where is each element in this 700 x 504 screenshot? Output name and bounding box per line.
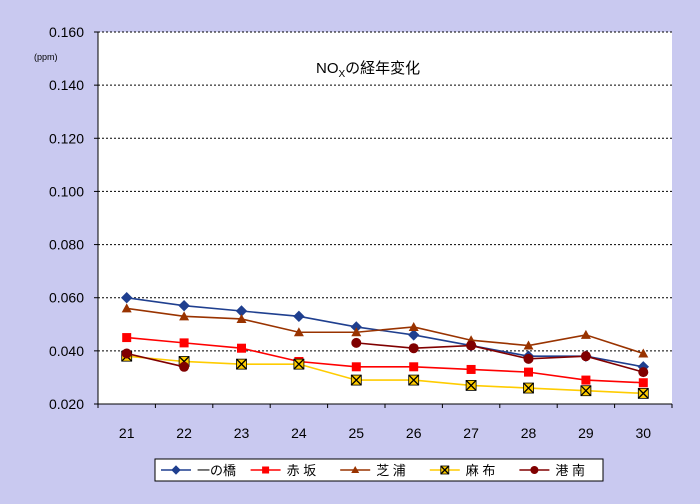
y-tick-label: 0.080: [49, 237, 84, 253]
square-marker: [122, 333, 132, 343]
triangle-marker: [293, 327, 304, 337]
circle-marker: [121, 348, 132, 359]
x-marker: [465, 379, 477, 391]
diamond-marker: [120, 292, 133, 304]
x-marker: [408, 374, 420, 386]
circle-marker: [408, 343, 419, 354]
x-marker-cross: [440, 465, 450, 475]
y-tick-label: 0.060: [49, 290, 84, 306]
square-marker: [524, 367, 533, 377]
legend-label: 港 南: [555, 463, 585, 478]
y-tick-label: 0.160: [49, 24, 84, 40]
series-line: [126, 296, 644, 368]
triangle-marker: [638, 348, 649, 358]
circle-marker: [523, 353, 534, 364]
x-marker: [523, 382, 534, 394]
circle-marker: [638, 367, 649, 378]
x-marker-cross: [350, 374, 362, 386]
x-marker-cross: [408, 374, 420, 386]
diamond-marker: [407, 329, 420, 341]
square-marker: [638, 378, 648, 388]
series: [122, 333, 648, 388]
y-tick-label: 0.040: [49, 343, 84, 359]
series: [121, 350, 649, 399]
x-tick-labels: 21 22 23 24 25 26 27 28 29 30: [97, 404, 673, 441]
x-tick-label: 25: [349, 425, 365, 441]
legend-label: 一の橋: [197, 463, 236, 478]
diamond-marker: [171, 465, 181, 475]
y-tick-labels: 0.020 0.040 0.060 0.080 0.100 0.120 0.140 0.160: [49, 24, 84, 412]
x-tick-label: 28: [521, 425, 537, 441]
x-tick-label: 27: [463, 425, 479, 441]
square-marker: [581, 375, 591, 385]
x-marker: [350, 374, 362, 386]
x-tick-label: 29: [578, 425, 594, 441]
triangle-marker: [580, 329, 591, 339]
legend-box: [154, 458, 604, 482]
x-marker: [637, 387, 649, 399]
legend-label: 芝 浦: [376, 463, 406, 478]
x-marker-cross: [236, 358, 247, 370]
square-marker: [351, 362, 361, 372]
triangle-marker: [351, 327, 362, 337]
x-tick-label: 24: [291, 425, 307, 441]
x-marker: [236, 358, 247, 370]
circle-marker: [466, 340, 477, 351]
x-tick-label: 23: [234, 425, 250, 441]
square-marker: [179, 338, 189, 348]
triangle-marker: [121, 303, 132, 313]
series-line: [126, 352, 185, 368]
chart-title-main: NO: [316, 60, 339, 77]
y-tick-label: 0.020: [49, 396, 84, 412]
legend-label: 赤 坂: [287, 463, 317, 478]
x-marker: [580, 385, 592, 397]
series-line: [126, 355, 644, 395]
triangle-marker: [408, 321, 419, 331]
square-marker: [466, 364, 476, 374]
diamond-marker: [293, 310, 305, 323]
diamond-marker: [178, 299, 190, 312]
circle-marker: [580, 351, 591, 362]
series: [120, 292, 650, 373]
series-line: [126, 307, 644, 355]
triangle-marker: [523, 340, 534, 350]
x-marker: [293, 358, 305, 370]
x-tick-label: 21: [119, 425, 135, 441]
series: [121, 337, 649, 378]
triangle-marker: [236, 313, 247, 323]
square-marker: [409, 362, 419, 372]
chart-title: NOXの経年変化: [316, 60, 420, 80]
x-marker: [440, 465, 450, 475]
x-marker-cross: [465, 379, 477, 391]
triangle-marker: [179, 311, 190, 321]
triangle-marker: [351, 466, 360, 473]
square-marker: [237, 343, 246, 353]
legend: 一の橋 赤 坂 芝 浦 麻 布 港 南: [161, 463, 585, 478]
x-marker-cross: [523, 382, 534, 394]
series-line: [126, 336, 644, 384]
legend-label: 麻 布: [466, 463, 496, 478]
circle-marker: [530, 466, 539, 474]
y-tick-label: 0.140: [49, 77, 84, 93]
series-line: [356, 342, 644, 373]
square-marker: [262, 466, 270, 474]
x-marker-cross: [637, 387, 649, 399]
x-marker-cross: [580, 385, 592, 397]
x-marker-cross: [293, 358, 305, 370]
y-tick-label: 0.100: [49, 183, 84, 199]
series-group: [120, 292, 650, 399]
unit-label: (ppm): [34, 52, 58, 62]
x-tick-label: 26: [406, 425, 422, 441]
circle-marker: [179, 361, 190, 372]
plot-area: [98, 32, 672, 404]
circle-marker: [351, 337, 362, 348]
chart-title-rest: の経年変化: [345, 60, 420, 77]
x-tick-label: 22: [176, 425, 192, 441]
x-tick-label: 30: [636, 425, 652, 441]
y-tick-label: 0.120: [49, 130, 84, 146]
grid-lines: [94, 31, 672, 405]
chart-title-subscript: X: [339, 69, 346, 80]
